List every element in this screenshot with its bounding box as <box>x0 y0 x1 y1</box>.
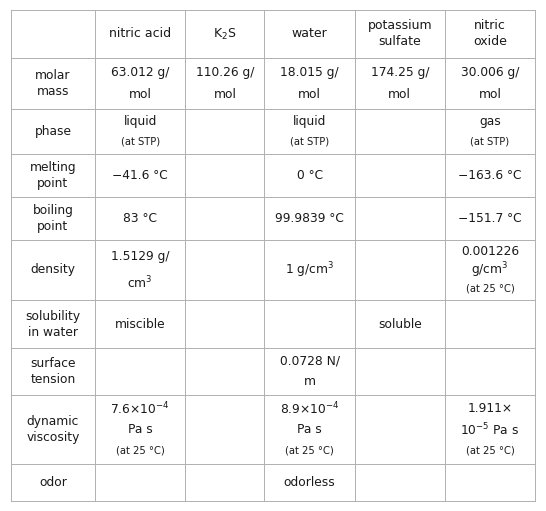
Text: mol: mol <box>129 88 152 101</box>
Text: K$_2$S: K$_2$S <box>213 27 236 41</box>
Text: mol: mol <box>388 88 411 101</box>
Text: 1 g/cm$^3$: 1 g/cm$^3$ <box>285 260 334 280</box>
Text: (at STP): (at STP) <box>121 136 159 146</box>
Text: nitric acid: nitric acid <box>109 28 171 40</box>
Text: 30.006 g/: 30.006 g/ <box>461 65 519 79</box>
Text: 83 °C: 83 °C <box>123 212 157 225</box>
Text: melting
point: melting point <box>29 161 76 190</box>
Text: (at 25 °C): (at 25 °C) <box>466 284 514 293</box>
Text: 99.9839 °C: 99.9839 °C <box>275 212 344 225</box>
Text: mol: mol <box>298 88 321 101</box>
Text: (at 25 °C): (at 25 °C) <box>285 445 334 455</box>
Text: boiling
point: boiling point <box>33 204 73 233</box>
Text: 174.25 g/: 174.25 g/ <box>371 65 429 79</box>
Text: density: density <box>31 264 75 276</box>
Text: molar
mass: molar mass <box>35 68 71 98</box>
Text: soluble: soluble <box>378 318 422 331</box>
Text: solubility
in water: solubility in water <box>26 310 81 339</box>
Text: nitric
oxide: nitric oxide <box>473 19 507 49</box>
Text: liquid: liquid <box>123 115 157 128</box>
Text: Pa s: Pa s <box>297 423 322 436</box>
Text: 1.5129 g/: 1.5129 g/ <box>111 250 169 263</box>
Text: mol: mol <box>213 88 236 101</box>
Text: −41.6 °C: −41.6 °C <box>112 169 168 182</box>
Text: odor: odor <box>39 476 67 489</box>
Text: 0.0728 N/: 0.0728 N/ <box>280 355 340 368</box>
Text: −163.6 °C: −163.6 °C <box>458 169 522 182</box>
Text: miscible: miscible <box>115 318 165 331</box>
Text: (at STP): (at STP) <box>471 136 509 146</box>
Text: dynamic
viscosity: dynamic viscosity <box>26 415 80 444</box>
Text: −151.7 °C: −151.7 °C <box>458 212 522 225</box>
Text: (at 25 °C): (at 25 °C) <box>466 445 514 455</box>
Text: 18.015 g/: 18.015 g/ <box>280 65 339 79</box>
Text: potassium
sulfate: potassium sulfate <box>367 19 432 49</box>
Text: m: m <box>304 376 316 388</box>
Text: cm$^3$: cm$^3$ <box>127 275 153 291</box>
Text: 0.001226: 0.001226 <box>461 245 519 258</box>
Text: phase: phase <box>34 125 72 138</box>
Text: g/cm$^3$: g/cm$^3$ <box>471 260 509 280</box>
Text: liquid: liquid <box>293 115 327 128</box>
Text: 7.6×10$^{-4}$: 7.6×10$^{-4}$ <box>110 401 170 417</box>
Text: (at 25 °C): (at 25 °C) <box>116 445 164 455</box>
Text: 110.26 g/: 110.26 g/ <box>195 65 254 79</box>
Text: 0 °C: 0 °C <box>296 169 323 182</box>
Text: mol: mol <box>478 88 501 101</box>
Text: water: water <box>292 28 328 40</box>
Text: (at STP): (at STP) <box>290 136 329 146</box>
Text: odorless: odorless <box>284 476 335 489</box>
Text: 8.9×10$^{-4}$: 8.9×10$^{-4}$ <box>280 401 340 417</box>
Text: 10$^{-5}$ Pa s: 10$^{-5}$ Pa s <box>460 421 520 438</box>
Text: gas: gas <box>479 115 501 128</box>
Text: 1.911×: 1.911× <box>467 402 513 415</box>
Text: surface
tension: surface tension <box>30 357 76 386</box>
Text: 63.012 g/: 63.012 g/ <box>111 65 169 79</box>
Text: Pa s: Pa s <box>128 423 152 436</box>
